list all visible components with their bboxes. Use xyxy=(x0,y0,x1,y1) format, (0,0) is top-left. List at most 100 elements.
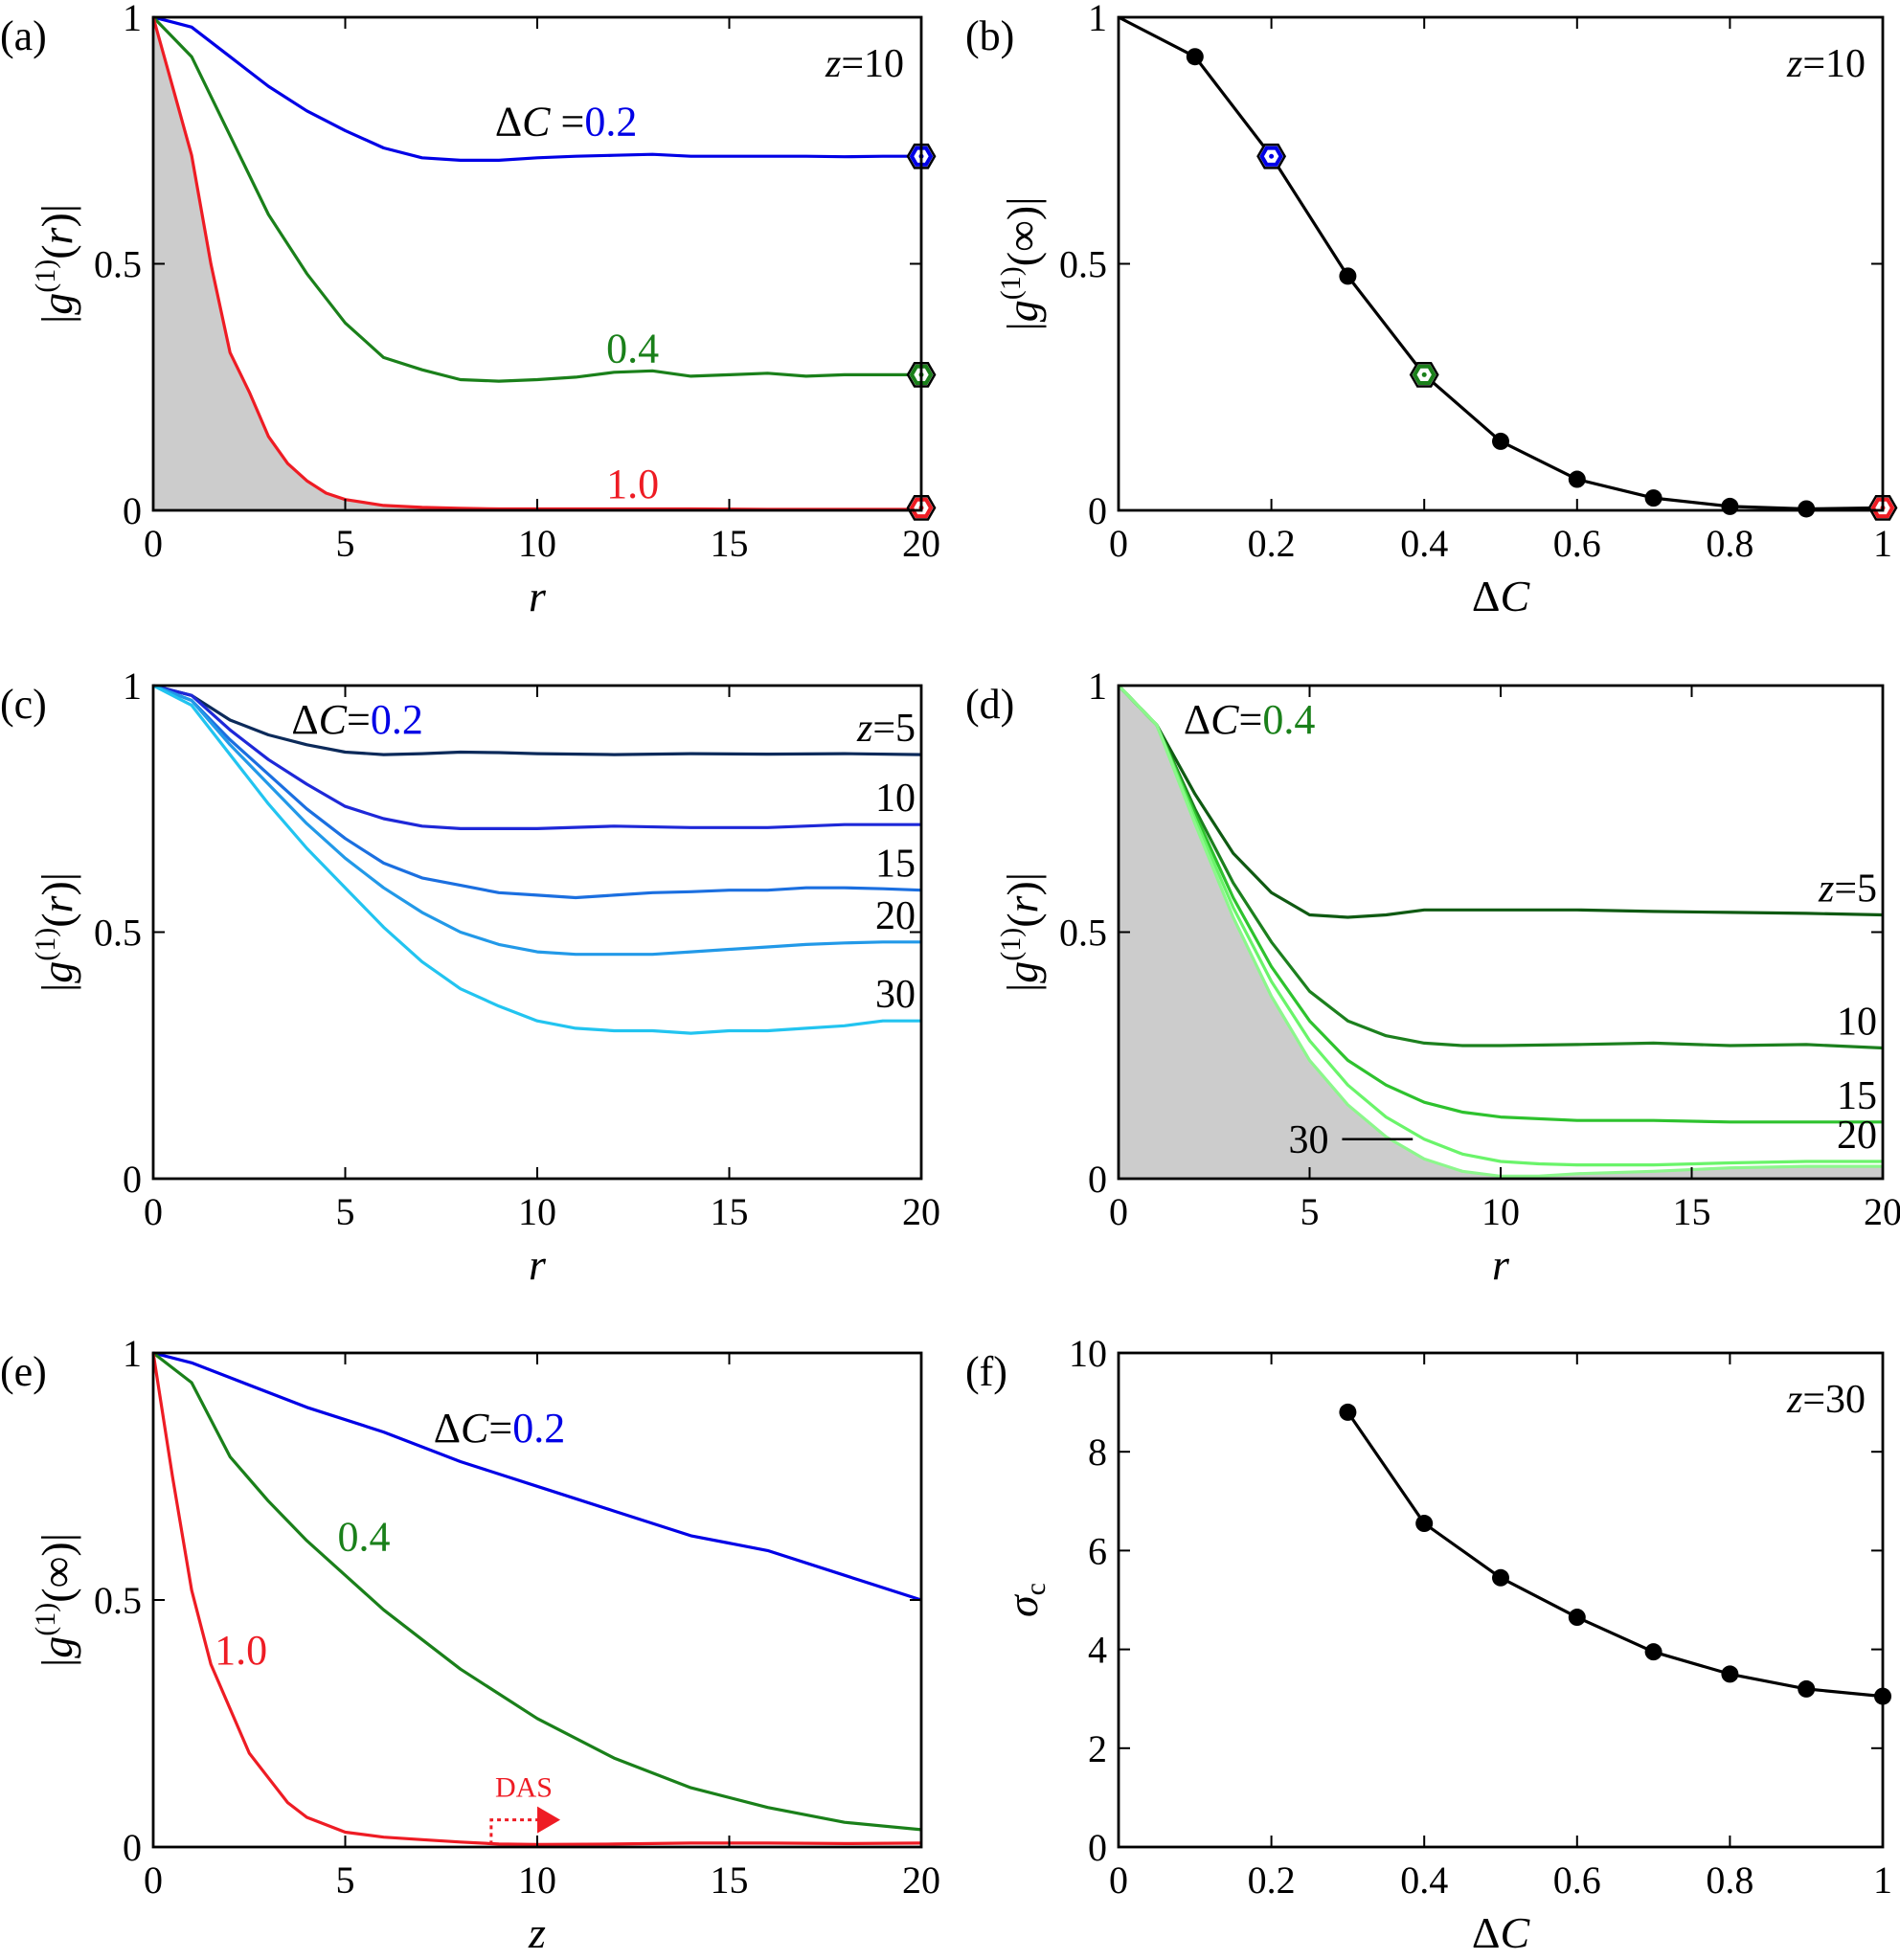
panel-d-ytick-label-0: 0 xyxy=(1088,1158,1107,1201)
panel-f-ytick-label-3: 6 xyxy=(1088,1529,1107,1572)
panel-a-ytick-label-2: 1 xyxy=(123,0,142,39)
panel-a-series-line-2 xyxy=(151,16,921,511)
panel-e-ytick-label-1: 0.5 xyxy=(94,1579,142,1622)
panel-a-ytick-label-0: 0 xyxy=(123,489,142,532)
panel-f-data-point-4 xyxy=(1644,1643,1662,1661)
panel-c-series-label-3: 20 xyxy=(875,894,916,938)
panel-e-xtick-label-2: 10 xyxy=(518,1859,556,1902)
panel-f-label: (f) xyxy=(965,1348,1007,1395)
panel-e-series-line-2 xyxy=(151,1352,922,1847)
panel-f-ylabel: σc xyxy=(998,1583,1052,1617)
panel-e-xtick-label-3: 15 xyxy=(711,1859,749,1902)
panel-b-hex-marker-dot-0 xyxy=(1269,153,1275,159)
panel-b-label: (b) xyxy=(965,12,1014,59)
panel-c-series-line-2 xyxy=(152,684,922,900)
panel-f-ytick-label-4: 8 xyxy=(1088,1431,1107,1474)
panel-f-data-point-5 xyxy=(1721,1665,1739,1683)
panel-e-xtick-label-1: 5 xyxy=(336,1859,355,1902)
panel-b-data-point-4 xyxy=(1644,489,1662,507)
panel-d-xtick-label-0: 0 xyxy=(1109,1190,1128,1233)
panel-e-ytick-label-2: 1 xyxy=(123,1332,142,1375)
panel-c-xtick-label-2: 10 xyxy=(518,1190,556,1233)
panel-d-series-line-4 xyxy=(1117,684,1883,1179)
panel-f-data-point-6 xyxy=(1798,1679,1816,1698)
panel-a-shaded-area xyxy=(153,17,921,510)
panel-d-xtick-label-4: 20 xyxy=(1864,1190,1900,1233)
panel-a-xtick-label-2: 10 xyxy=(518,522,556,565)
panel-e-ytick-label-0: 0 xyxy=(123,1826,142,1869)
panel-b: 0 0.2 0.4 0.6 0.8 1 0 0.5 1 ΔC |g(1)(∞)| (b) z=10 xyxy=(965,0,1898,620)
panel-d-series-line-0 xyxy=(1117,684,1884,919)
panel-c-xtick-label-3: 15 xyxy=(711,1190,749,1233)
panel-c-ytick-label-1: 0.5 xyxy=(94,912,142,955)
panel-d-ytick-label-1: 0.5 xyxy=(1059,912,1107,955)
panel-f-xtick-label-1: 0.2 xyxy=(1248,1859,1296,1902)
panel-d-xtick-label-1: 5 xyxy=(1301,1190,1320,1233)
panel-d-label: (d) xyxy=(965,681,1014,728)
panel-c-series-label-0: z=5 xyxy=(856,707,916,751)
panel-e-series-line-0 xyxy=(152,1351,922,1602)
panel-a-ylabel: |g(1)(r)| xyxy=(30,204,81,324)
panel-c-xtick-label-0: 0 xyxy=(144,1190,163,1233)
panel-f-ytick-label-5: 10 xyxy=(1069,1332,1107,1375)
panel-c-series-label-2: 15 xyxy=(875,843,916,887)
panel-b-ytick-label-0: 0 xyxy=(1088,489,1107,532)
panel-a-series-label-2: 1.0 xyxy=(606,461,659,507)
panel-a-xlabel: r xyxy=(529,572,547,620)
panel-c-series-line-3 xyxy=(152,684,921,957)
panel-c-series-label-4: 30 xyxy=(875,973,916,1017)
panel-c-series-line-0 xyxy=(152,684,922,756)
panel-f-xtick-label-5: 1 xyxy=(1873,1859,1892,1902)
panel-a-xtick-label-4: 20 xyxy=(902,522,940,565)
panel-d-series-label-1: 10 xyxy=(1837,1001,1877,1045)
panel-b-xtick-label-5: 1 xyxy=(1873,522,1892,565)
panel-e-das-arrow-line xyxy=(489,1818,540,1845)
panel-e-ylabel: |g(1)(∞)| xyxy=(30,1533,81,1667)
panel-c-xlabel: r xyxy=(529,1240,547,1289)
panel-e-series-line-1 xyxy=(152,1351,922,1832)
panel-e-xtick-label-4: 20 xyxy=(902,1859,940,1902)
panel-a-series-label-0: ΔC =0.2 xyxy=(495,99,637,146)
panel-d-series-label-2: 15 xyxy=(1837,1074,1877,1118)
panel-f-ytick-label-1: 2 xyxy=(1088,1727,1107,1770)
panel-d-ytick-label-2: 1 xyxy=(1088,665,1107,708)
panel-d-xtick-label-3: 15 xyxy=(1673,1190,1711,1233)
panel-d-series-label-3: 20 xyxy=(1837,1114,1877,1158)
panel-b-xtick-label-4: 0.8 xyxy=(1706,522,1753,565)
panel-d-series-line-2 xyxy=(1117,684,1883,1124)
panel-c-series-line-1 xyxy=(152,684,921,831)
panel-c-xtick-label-1: 5 xyxy=(336,1190,355,1233)
panel-e-series-label-1: 0.4 xyxy=(337,1513,390,1560)
panel-a: 0 5 10 15 20 0 0.5 1 r |g(1)(r)| (a) z=10 ΔC =0.2 0.4… xyxy=(0,0,940,620)
panel-f-ytick-label-0: 0 xyxy=(1088,1826,1107,1869)
panel-e-das-label: DAS xyxy=(495,1772,553,1804)
panel-f-xtick-label-4: 0.8 xyxy=(1706,1859,1753,1902)
panel-a-ytick-label-1: 0.5 xyxy=(94,243,142,286)
panel-f-xtick-label-0: 0 xyxy=(1109,1859,1128,1902)
panel-b-corner-text: z=10 xyxy=(1786,42,1866,86)
panel-f-xtick-label-3: 0.6 xyxy=(1553,1859,1601,1902)
panel-b-data-point-6 xyxy=(1798,500,1816,518)
panel-f-data-point-1 xyxy=(1415,1515,1434,1533)
panel-d-series-line-3 xyxy=(1117,684,1883,1167)
panel-d-xlabel: r xyxy=(1492,1240,1510,1289)
panel-b-data-point-3 xyxy=(1568,470,1586,488)
panel-c-xtick-label-4: 20 xyxy=(902,1190,940,1233)
panel-a-xtick-label-1: 5 xyxy=(336,522,355,565)
panel-a-label: (a) xyxy=(0,12,47,59)
panel-b-xtick-label-3: 0.6 xyxy=(1553,522,1601,565)
panel-f-xlabel: ΔC xyxy=(1472,1908,1531,1957)
panel-c: 0 5 10 15 20 0 0.5 1 r |g(1)(r)| (c) ΔC=0.2 z=5 10 15 2… xyxy=(0,665,940,1289)
panel-f-ytick-label-2: 4 xyxy=(1088,1629,1107,1672)
panel-a-series-line-0 xyxy=(152,15,921,162)
panel-e-series-label-2: 1.0 xyxy=(215,1627,267,1674)
panel-a-series-line-1 xyxy=(151,15,921,383)
panel-d-series-label-0: z=5 xyxy=(1818,867,1877,911)
panel-b-xtick-label-0: 0 xyxy=(1109,522,1128,565)
panel-d-series-line-1 xyxy=(1117,684,1884,1050)
panel-d-title-label: ΔC=0.4 xyxy=(1184,696,1315,743)
panel-e: 0 5 10 15 20 0 0.5 1 z |g(1)(∞)| (e) ΔC=0.2 0.4 1.0 DA… xyxy=(0,1332,940,1957)
